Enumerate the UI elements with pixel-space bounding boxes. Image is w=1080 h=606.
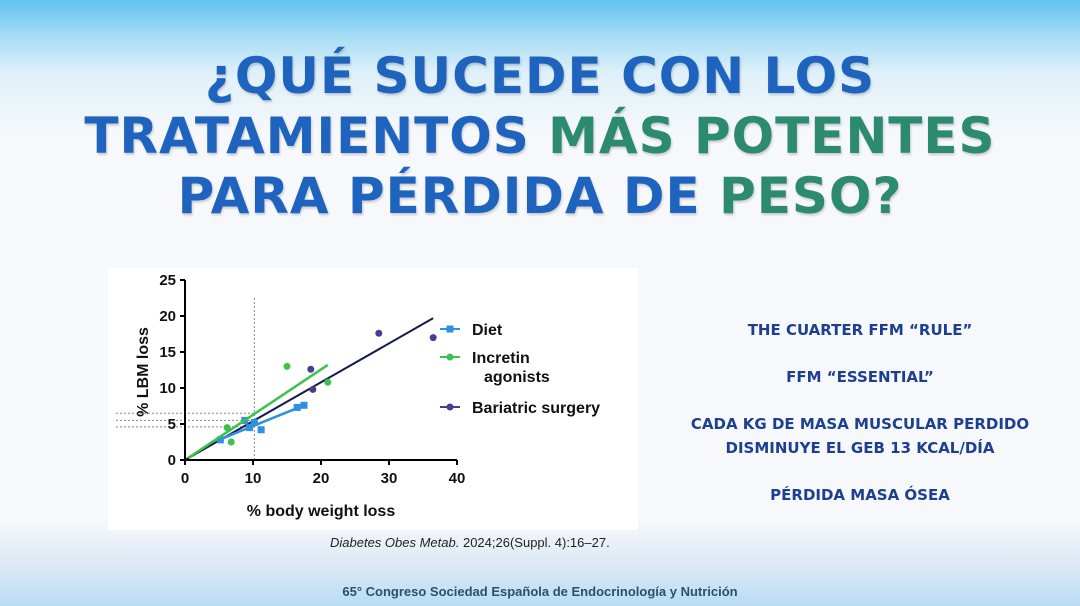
lbm-vs-weight-loss-chart: 0 5 10 15 20 25 0 10 20 30 40 % body weight loss % L…: [116, 272, 600, 520]
diet-point-2: [246, 424, 254, 432]
y-tick-label-5: 5: [168, 416, 176, 433]
legend-diet-marker: [446, 325, 454, 333]
note-ffm-essential: FFM “ESSENTIAL”: [786, 368, 934, 386]
diet-fit-line: [218, 404, 305, 441]
bariatric-surgery-point-0: [309, 385, 317, 393]
title-line-2-plain: TRATAMIENTOS: [84, 107, 549, 165]
x-axis-label: % body weight loss: [247, 503, 396, 520]
note-quarter-ffm-rule: THE CUARTER FFM “RULE”: [747, 321, 973, 339]
x-tick-label-40: 40: [449, 470, 466, 487]
title-line-1: ¿QUÉ SUCEDE CON LOS: [204, 47, 876, 105]
incretin-agonists-point-2: [283, 362, 291, 370]
legend-incretin-agonists-label-1: agonists: [484, 369, 550, 386]
legend-diet-label: Diet: [472, 322, 503, 339]
footer-congress: 65° Congreso Sociedad Española de Endocr…: [342, 584, 738, 599]
legend-bariatric-surgery-label: Bariatric surgery: [472, 400, 600, 417]
y-tick-label-20: 20: [159, 308, 176, 325]
note-muscle-mass-geb: CADA KG DE MASA MUSCULAR PERDIDO DISMINU…: [690, 415, 1030, 457]
y-axis-label: % LBM loss: [135, 327, 152, 417]
y-tick-label-0: 0: [168, 452, 176, 469]
legend-bariatric-surgery-marker: [446, 403, 454, 411]
bariatric-surgery-point-1: [307, 365, 315, 373]
bariatric-surgery-point-2: [375, 329, 383, 337]
citation-journal: Diabetes Obes Metab.: [330, 535, 460, 550]
incretin-agonists-point-1: [227, 438, 235, 446]
x-tick-label-10: 10: [245, 470, 262, 487]
title-line-3: PARA PÉRDIDA DE PESO?: [0, 166, 1080, 226]
slide-title: ¿QUÉ SUCEDE CON LOS TRATAMIENTOS MÁS POT…: [0, 46, 1080, 226]
incretin-agonists-point-0: [223, 424, 231, 432]
title-line-2: TRATAMIENTOS MÁS POTENTES: [0, 106, 1080, 166]
chart-panel: 0 5 10 15 20 25 0 10 20 30 40 % body weight loss % L…: [108, 268, 638, 530]
key-points: THE CUARTER FFM “RULE” FFM “ESSENTIAL” C…: [650, 318, 1070, 507]
bariatric-surgery-point-3: [429, 334, 437, 342]
y-tick-label-25: 25: [159, 272, 176, 289]
incretin-agonists-fit-line: [187, 363, 329, 459]
title-line-3-highlight: PESO?: [719, 167, 903, 225]
y-tick-label-15: 15: [159, 344, 176, 361]
diet-point-4: [257, 426, 265, 434]
y-tick-label-10: 10: [159, 380, 176, 397]
diet-point-0: [216, 436, 224, 444]
citation-details: 2024;26(Suppl. 4):16–27.: [459, 535, 610, 550]
legend-incretin-agonists-label-0: Incretin: [472, 350, 530, 367]
x-tick-label-0: 0: [181, 470, 189, 487]
x-tick-label-20: 20: [313, 470, 330, 487]
diet-point-3: [250, 419, 258, 427]
citation: Diabetes Obes Metab. 2024;26(Suppl. 4):1…: [330, 535, 650, 550]
note-bone-mass-loss: PÉRDIDA MASA ÓSEA: [770, 486, 950, 504]
diet-point-6: [300, 401, 308, 409]
title-line-3-plain: PARA PÉRDIDA DE: [177, 167, 720, 225]
x-tick-label-30: 30: [381, 470, 398, 487]
title-line-2-highlight: MÁS POTENTES: [548, 107, 996, 165]
incretin-agonists-point-3: [324, 378, 332, 386]
diet-point-5: [293, 403, 301, 411]
legend-incretin-agonists-marker: [446, 353, 454, 361]
